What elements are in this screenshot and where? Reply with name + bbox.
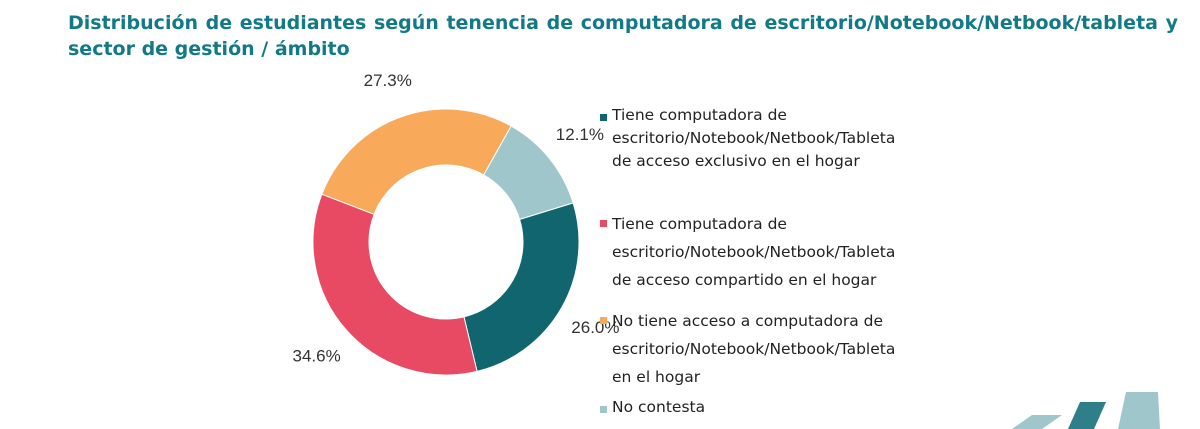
legend-label-line: No tiene acceso a computadora de [612, 312, 884, 330]
decorative-stripe [1118, 392, 1160, 429]
donut-slice [483, 125, 574, 220]
decorative-stripe [1012, 415, 1062, 429]
slice-data-label: 34.6% [293, 346, 341, 365]
donut-slice [321, 108, 512, 215]
legend-label-line: Tiene computadora de [612, 106, 787, 124]
legend-swatch [600, 406, 607, 413]
legend-item-no-access: No tiene acceso a computadora de escrito… [600, 307, 992, 391]
legend-label-line: Tiene computadora de [612, 215, 787, 233]
legend-label-line: escritorio/Notebook/Netbook/Tableta [612, 129, 896, 147]
legend-label-line: escritorio/Notebook/Netbook/Tableta [612, 243, 896, 261]
legend-item-exclusive: Tiene computadora de escritorio/Notebook… [600, 104, 992, 173]
donut-slice [463, 202, 580, 372]
donut-slice [312, 193, 478, 376]
legend-item-no-answer: No contesta [600, 396, 992, 419]
legend-swatch [600, 114, 607, 121]
legend-swatch [600, 220, 607, 227]
legend-swatch [600, 317, 607, 324]
slice-data-label: 12.1% [556, 125, 604, 144]
decorative-stripe [1068, 402, 1106, 429]
slice-data-label: 26.0% [571, 318, 619, 337]
legend-label-line: No contesta [612, 398, 706, 416]
slice-data-label: 27.3% [364, 71, 412, 90]
legend-label-line: en el hogar [612, 368, 701, 386]
legend-label-line: de acceso exclusivo en el hogar [612, 152, 860, 170]
legend-label-line: escritorio/Notebook/Netbook/Tableta [612, 340, 896, 358]
legend-label-line: de acceso compartido en el hogar [612, 271, 877, 289]
legend-item-shared: Tiene computadora de escritorio/Notebook… [600, 210, 992, 294]
chart-title: Distribución de estudiantes según tenenc… [68, 12, 1178, 60]
